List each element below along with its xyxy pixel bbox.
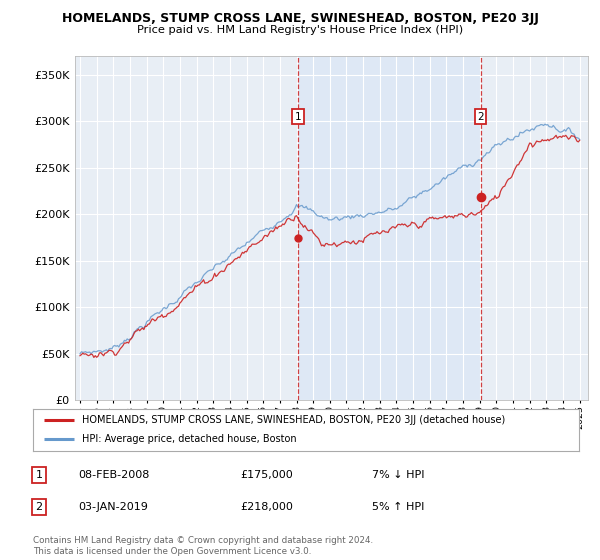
Text: Contains HM Land Registry data © Crown copyright and database right 2024.
This d: Contains HM Land Registry data © Crown c… [33,536,373,556]
Text: 2: 2 [35,502,43,512]
Text: 5% ↑ HPI: 5% ↑ HPI [372,502,424,512]
Text: £175,000: £175,000 [240,470,293,480]
Text: HOMELANDS, STUMP CROSS LANE, SWINESHEAD, BOSTON, PE20 3JJ: HOMELANDS, STUMP CROSS LANE, SWINESHEAD,… [62,12,538,25]
Text: 08-FEB-2008: 08-FEB-2008 [78,470,149,480]
Text: 2: 2 [477,111,484,122]
Text: 1: 1 [35,470,43,480]
Text: 03-JAN-2019: 03-JAN-2019 [78,502,148,512]
Text: HOMELANDS, STUMP CROSS LANE, SWINESHEAD, BOSTON, PE20 3JJ (detached house): HOMELANDS, STUMP CROSS LANE, SWINESHEAD,… [82,415,505,425]
Bar [298,56,481,400]
Text: £218,000: £218,000 [240,502,293,512]
Text: Price paid vs. HM Land Registry's House Price Index (HPI): Price paid vs. HM Land Registry's House … [137,25,463,35]
Text: 1: 1 [295,111,302,122]
Text: 7% ↓ HPI: 7% ↓ HPI [372,470,425,480]
Text: HPI: Average price, detached house, Boston: HPI: Average price, detached house, Bost… [82,435,297,445]
